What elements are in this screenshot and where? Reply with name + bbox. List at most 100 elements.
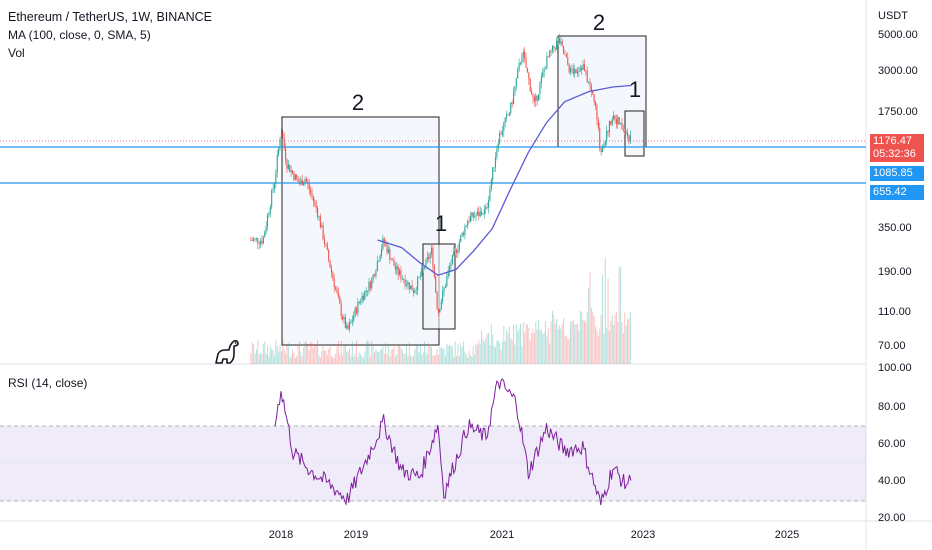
candle-body xyxy=(375,270,377,277)
candle-body xyxy=(576,71,579,74)
volume-bar xyxy=(450,345,452,364)
candle-body xyxy=(397,266,399,275)
vol-legend[interactable]: Vol xyxy=(8,46,25,60)
volume-bar xyxy=(350,355,352,364)
volume-bar xyxy=(479,343,481,364)
candle-body xyxy=(542,72,544,77)
volume-bar xyxy=(514,344,516,364)
volume-bar xyxy=(414,349,416,364)
volume-bar xyxy=(451,346,453,364)
volume-bar xyxy=(382,344,384,364)
volume-bar xyxy=(545,320,547,364)
candle-body xyxy=(615,119,617,125)
volume-bar xyxy=(568,339,570,364)
volume-bar xyxy=(428,343,430,364)
volume-bar xyxy=(340,340,342,364)
volume-bar xyxy=(308,350,310,364)
volume-bar xyxy=(624,312,626,364)
volume-bar xyxy=(375,348,377,364)
candle-body xyxy=(250,239,252,241)
candle-body xyxy=(307,181,309,184)
volume-bar xyxy=(547,327,549,364)
candle-body xyxy=(478,211,480,217)
rsi-legend[interactable]: RSI (14, close) xyxy=(8,376,88,390)
candle-body xyxy=(535,95,537,102)
volume-bar xyxy=(268,356,270,364)
volume-bar xyxy=(508,326,510,364)
volume-bar xyxy=(617,321,619,364)
candle-body xyxy=(303,182,305,186)
volume-bar xyxy=(351,341,353,364)
candle-body xyxy=(546,56,548,69)
volume-bar xyxy=(260,352,262,364)
volume-bar xyxy=(625,325,627,364)
volume-bar xyxy=(506,330,508,364)
volume-bar xyxy=(250,353,252,364)
volume-bar xyxy=(597,335,599,364)
candle-body xyxy=(568,64,570,73)
candle-body xyxy=(560,41,562,44)
rsi-tick: 20.00 xyxy=(878,512,906,524)
candle-body xyxy=(628,136,630,142)
volume-bar xyxy=(525,323,527,364)
volume-bar xyxy=(410,354,412,364)
time-tick: 2019 xyxy=(343,529,369,541)
candle-body xyxy=(403,278,405,281)
candle-body xyxy=(613,115,615,120)
candle-body xyxy=(257,238,259,244)
candle-body xyxy=(492,167,494,180)
volume-bar xyxy=(319,357,321,364)
candle-body xyxy=(369,281,371,289)
candle-body xyxy=(280,132,282,139)
volume-bar xyxy=(440,347,442,364)
volume-bar xyxy=(251,342,253,364)
candle-body xyxy=(536,95,538,101)
volume-bar xyxy=(478,340,480,364)
volume-bar xyxy=(337,340,339,364)
volume-bar xyxy=(550,321,552,364)
candle-body xyxy=(291,170,294,174)
volume-bar xyxy=(570,321,572,364)
candle-body xyxy=(367,290,369,292)
volume-bar xyxy=(582,319,584,364)
volume-bar xyxy=(379,350,381,364)
candle-body xyxy=(404,280,406,286)
candle-body xyxy=(383,238,385,243)
candle-body xyxy=(301,179,303,186)
horizontal-lines[interactable] xyxy=(0,140,866,184)
annotation-boxes[interactable] xyxy=(281,35,647,346)
volume-bar xyxy=(326,355,328,364)
volume-bar xyxy=(399,343,401,364)
volume-bar xyxy=(439,347,441,364)
candle-body xyxy=(521,57,523,63)
volume-bar xyxy=(317,340,319,364)
volume-bar xyxy=(282,340,284,364)
symbol-legend[interactable]: Ethereum / TetherUS, 1W, BINANCE xyxy=(8,10,213,24)
price-tick: 110.00 xyxy=(878,306,911,318)
candle-body xyxy=(401,278,403,280)
ma-legend[interactable]: MA (100, close, 0, SMA, 5) xyxy=(8,28,151,42)
volume-bar xyxy=(318,354,320,364)
candle-body xyxy=(332,272,334,279)
candle-body xyxy=(571,68,573,70)
candle-body xyxy=(469,216,472,222)
volume-bar xyxy=(528,327,530,364)
volume-bar xyxy=(503,326,505,364)
volume-bar xyxy=(390,349,392,364)
candle-body xyxy=(447,270,449,277)
candle-body xyxy=(590,85,592,92)
candle-body xyxy=(346,325,348,328)
volume-bar xyxy=(457,343,459,364)
candle-body xyxy=(296,174,298,179)
candle-body xyxy=(354,308,356,317)
volume-bar xyxy=(360,354,362,364)
volume-bar xyxy=(311,343,313,364)
candle-body xyxy=(443,287,445,291)
volume-bar xyxy=(378,352,380,364)
dinosaur-icon[interactable] xyxy=(212,336,242,366)
moving-average-line xyxy=(377,84,631,276)
candle-body xyxy=(298,182,301,184)
volume-bar xyxy=(315,345,317,364)
volume-bar xyxy=(332,357,334,364)
